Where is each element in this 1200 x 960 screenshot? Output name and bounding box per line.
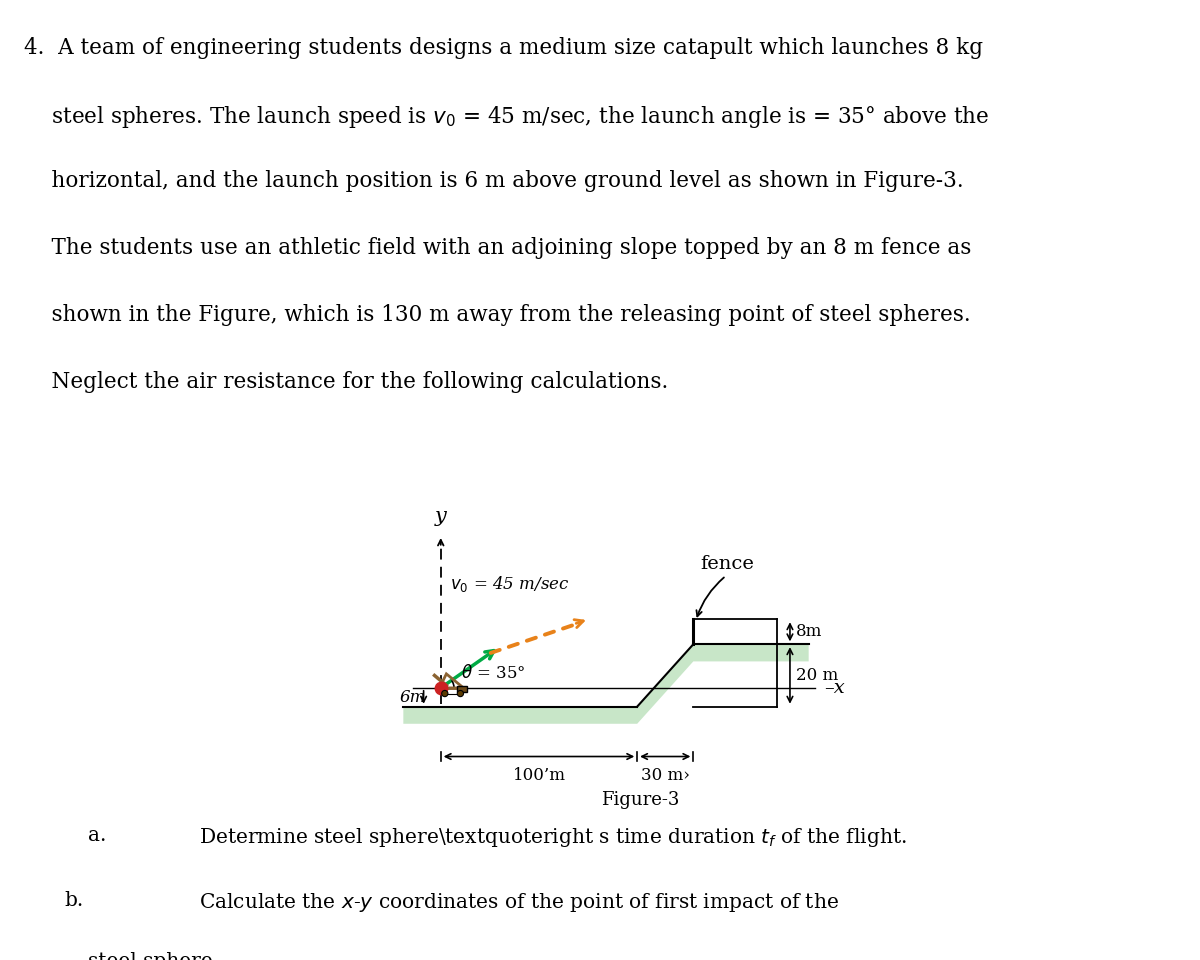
Text: y: y	[434, 507, 446, 526]
Text: The students use an athletic field with an adjoining slope topped by an 8 m fenc: The students use an athletic field with …	[24, 237, 971, 259]
Polygon shape	[403, 644, 809, 724]
Text: b.: b.	[65, 892, 84, 910]
Text: 4.  A team of engineering students designs a medium size catapult which launches: 4. A team of engineering students design…	[24, 36, 983, 59]
Text: $\theta$ = 35°: $\theta$ = 35°	[461, 664, 526, 683]
Text: 30 m›: 30 m›	[641, 767, 690, 784]
Text: steel spheres. The launch speed is $v_0$ = 45 m/sec, the launch angle is = 35° a: steel spheres. The launch speed is $v_0$…	[24, 104, 990, 130]
Text: shown in the Figure, which is 130 m away from the releasing point of steel spher: shown in the Figure, which is 130 m away…	[24, 304, 971, 326]
Text: 20 m: 20 m	[796, 667, 839, 684]
Text: 6m: 6m	[400, 688, 426, 706]
Text: steel sphere.: steel sphere.	[88, 952, 220, 960]
Text: Figure-3: Figure-3	[601, 791, 679, 809]
Circle shape	[457, 690, 463, 697]
Text: 100’m: 100’m	[512, 767, 565, 784]
Text: fence: fence	[701, 555, 755, 572]
Text: 8m: 8m	[796, 623, 822, 640]
Polygon shape	[457, 686, 467, 691]
Text: $v_0$ = 45 m/sec: $v_0$ = 45 m/sec	[450, 574, 569, 594]
Text: Determine steel sphere\textquoteright s time duration $t_f$ of the flight.: Determine steel sphere\textquoteright s …	[199, 827, 906, 850]
Text: horizontal, and the launch position is 6 m above ground level as shown in Figure: horizontal, and the launch position is 6…	[24, 171, 964, 193]
Text: Neglect the air resistance for the following calculations.: Neglect the air resistance for the follo…	[24, 371, 668, 393]
Circle shape	[442, 690, 448, 697]
Text: a.: a.	[88, 827, 107, 845]
Text: –x: –x	[824, 679, 845, 697]
Text: Calculate the $x$-$y$ coordinates of the point of first impact of the: Calculate the $x$-$y$ coordinates of the…	[199, 892, 839, 915]
